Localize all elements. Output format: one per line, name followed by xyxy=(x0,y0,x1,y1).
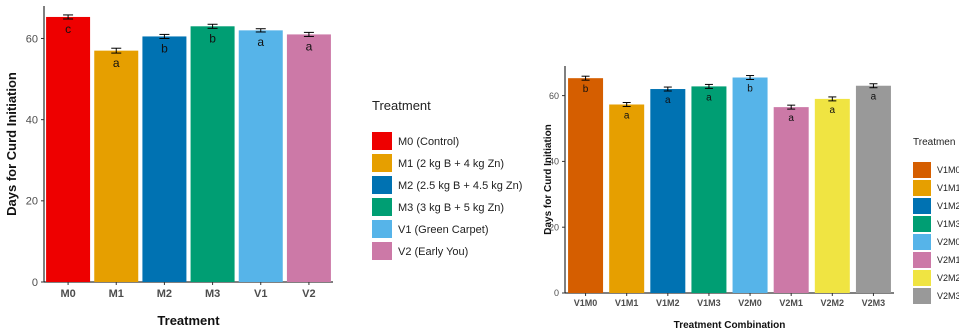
legend-label: M1 (2 kg B + 4 kg Zn) xyxy=(398,158,504,170)
legend-key xyxy=(372,242,392,260)
y-tick-label: 60 xyxy=(549,91,559,101)
legend-label: V1M3 xyxy=(937,219,959,229)
chart-1: 0 20 40 60 c M0 a M1 b M2 b M3 a V1 a V2 Treatment Days f… xyxy=(4,6,522,328)
legend-title: Treatmen xyxy=(913,137,955,148)
x-axis-title: Treatment Combination xyxy=(674,320,786,331)
x-tick-label: V2M1 xyxy=(779,298,803,308)
significance-letter: a xyxy=(624,110,630,121)
significance-letter: a xyxy=(871,92,877,103)
legend-key xyxy=(913,162,931,178)
x-tick-label: V2M2 xyxy=(821,298,845,308)
legend-title: Treatment xyxy=(372,98,431,113)
bar-m3 xyxy=(190,26,235,283)
legend-label: V1M0 xyxy=(937,165,959,175)
legend-key xyxy=(913,198,931,214)
bar-v2m1 xyxy=(773,107,809,293)
significance-letter: c xyxy=(65,22,71,36)
legend-label: V2M3 xyxy=(937,291,959,301)
bar-m1 xyxy=(94,50,139,282)
x-tick-label: M2 xyxy=(157,288,172,300)
legend-label: V2M2 xyxy=(937,273,959,283)
legend-key xyxy=(913,288,931,304)
x-tick-label: V1M0 xyxy=(574,298,598,308)
bar-v2m3 xyxy=(855,85,891,293)
x-tick-label: M1 xyxy=(109,288,124,300)
legend-label: M2 (2.5 kg B + 4.5 kg Zn) xyxy=(398,180,522,192)
y-tick-label: 40 xyxy=(549,157,559,167)
bar-m2 xyxy=(142,36,187,282)
x-tick-label: V1 xyxy=(254,288,267,300)
legend-label: V2M1 xyxy=(937,255,959,265)
significance-letter: b xyxy=(161,41,168,55)
legend-key xyxy=(913,180,931,196)
bar-m0 xyxy=(46,16,91,282)
significance-letter: a xyxy=(113,56,120,70)
significance-letter: a xyxy=(257,35,264,49)
x-tick-label: V1M2 xyxy=(656,298,680,308)
legend-key xyxy=(372,176,392,194)
bar-v1m0 xyxy=(568,78,604,294)
legend-label: V1M2 xyxy=(937,201,959,211)
bar-v2m0 xyxy=(732,77,768,293)
significance-letter: b xyxy=(209,31,216,45)
y-tick-label: 0 xyxy=(554,288,559,298)
legend-label: V2M0 xyxy=(937,237,959,247)
legend: Treatmen V1M0 V1M1 V1M2 V1M3 V2M0 V2M1 V2M2 V2M3 xyxy=(913,137,959,304)
bar-v1 xyxy=(238,30,283,283)
chart-2: 0 20 40 60 b V1M0 a V1M1 a V1M2 a V1M3 b V2M0 a V2M1 a V2… xyxy=(543,66,959,331)
y-tick-label: 20 xyxy=(26,196,38,208)
x-tick-label: M3 xyxy=(205,288,220,300)
legend-key xyxy=(372,154,392,172)
y-tick-label: 0 xyxy=(32,277,38,289)
y-tick-label: 40 xyxy=(26,114,38,126)
legend-label: M0 (Control) xyxy=(398,136,459,148)
legend-key xyxy=(913,252,931,268)
significance-letter: a xyxy=(665,95,671,106)
legend-key xyxy=(372,220,392,238)
bar-v1m1 xyxy=(609,104,645,293)
legend-label: M3 (3 kg B + 5 kg Zn) xyxy=(398,202,504,214)
legend: Treatment M0 (Control) M1 (2 kg B + 4 kg Z… xyxy=(372,98,522,260)
y-tick-label: 20 xyxy=(549,222,559,232)
bar-v1m3 xyxy=(691,86,727,294)
x-tick-label: V1M3 xyxy=(697,298,721,308)
x-tick-label: V2 xyxy=(302,288,315,300)
y-axis-title: Days for Curd Initiation xyxy=(4,72,19,216)
significance-letter: a xyxy=(306,39,313,53)
bar-v1m2 xyxy=(650,89,686,293)
y-axis-title: Days for Curd Initiation xyxy=(543,124,554,235)
legend-label: V1 (Green Carpet) xyxy=(398,224,488,236)
x-tick-label: V1M1 xyxy=(615,298,639,308)
significance-letter: a xyxy=(706,92,712,103)
legend-key xyxy=(913,234,931,250)
x-tick-label: V2M3 xyxy=(862,298,886,308)
y-tick-label: 60 xyxy=(26,33,38,45)
x-tick-label: M0 xyxy=(60,288,75,300)
bar-v2 xyxy=(286,34,331,282)
legend-key xyxy=(372,198,392,216)
bar-v2m2 xyxy=(814,98,850,293)
legend-key xyxy=(913,270,931,286)
x-axis-title: Treatment xyxy=(157,313,220,328)
legend-label: V2 (Early You) xyxy=(398,246,468,258)
significance-letter: b xyxy=(583,84,589,95)
legend-label: V1M1 xyxy=(937,183,959,193)
significance-letter: a xyxy=(830,105,836,116)
legend-key xyxy=(372,132,392,150)
significance-letter: a xyxy=(788,113,794,124)
x-tick-label: V2M0 xyxy=(738,298,762,308)
significance-letter: b xyxy=(747,83,753,94)
legend-key xyxy=(913,216,931,232)
